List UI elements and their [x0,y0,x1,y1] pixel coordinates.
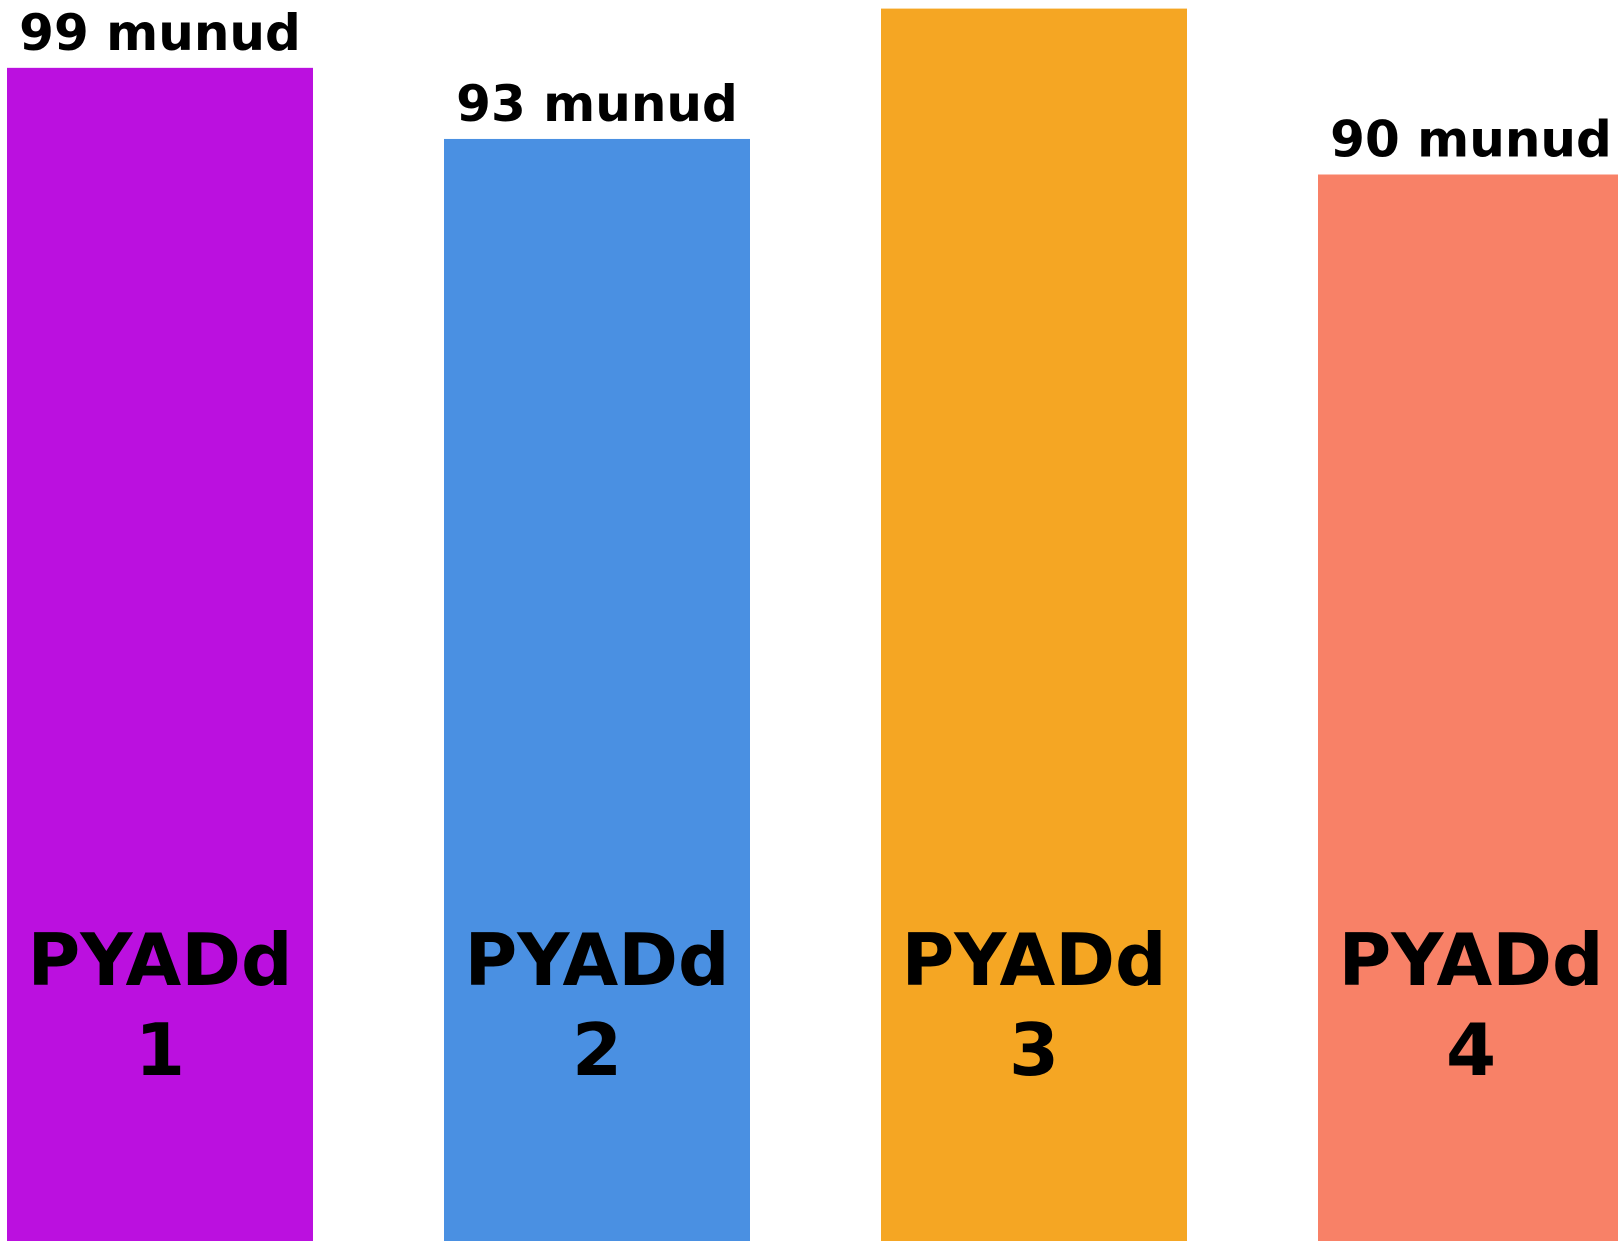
category-label-3-line-1: PYADd [901,918,1166,1002]
category-label-4-line-1: PYADd [1338,918,1603,1002]
category-label-2-line-1: PYADd [464,918,729,1002]
value-label-2: 93 munud [456,75,738,133]
value-label-4: 90 munud [1330,111,1612,169]
bar-3 [881,8,1187,1241]
bar-2 [444,138,750,1241]
category-label-1-line-1: PYADd [27,918,292,1002]
bar-1 [7,67,313,1241]
value-label-3: 104 munud [876,0,1192,3]
category-label-1-line-2: 1 [135,1008,185,1092]
value-labels-group: 99 munud 93 munud 104 munud 90 munud [19,0,1612,169]
category-label-3-line-2: 3 [1009,1008,1059,1092]
bars-group [7,8,1618,1241]
value-label-1: 99 munud [19,4,301,62]
category-label-4-line-2: 4 [1446,1008,1496,1092]
bar-4 [1318,174,1618,1241]
category-label-2-line-2: 2 [572,1008,622,1092]
